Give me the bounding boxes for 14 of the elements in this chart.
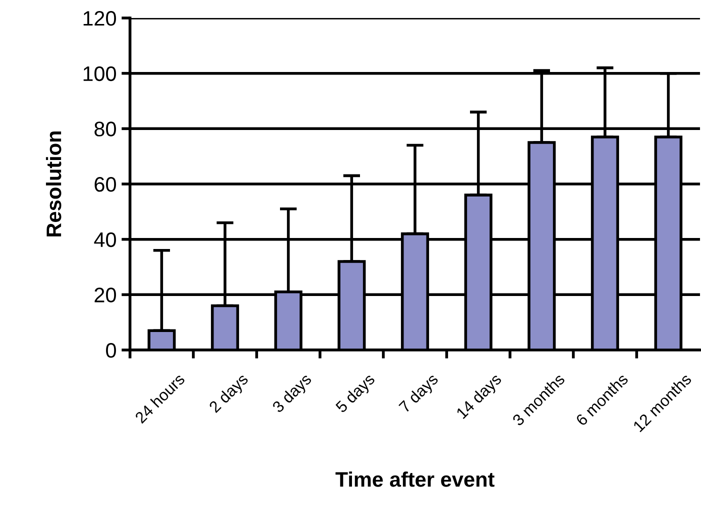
x-tick-label: 7 days: [398, 372, 441, 416]
x-tick-label: 14 days: [455, 372, 504, 422]
y-tick-label: 80: [94, 122, 116, 136]
y-tick-label: 60: [94, 177, 116, 192]
x-axis-title: Time after event: [336, 472, 494, 487]
y-tick-label: 0: [106, 343, 116, 358]
x-tick-label: 2 days: [208, 372, 251, 416]
y-tick-label: 100: [84, 66, 116, 82]
x-tick-label: 3 days: [271, 372, 314, 416]
y-tick-label: 40: [94, 232, 116, 248]
y-tick-label: 120: [84, 11, 116, 26]
y-tick-label: 20: [94, 288, 116, 302]
x-tick-label: 5 days: [334, 372, 378, 416]
y-axis-title: Resolution: [46, 131, 62, 236]
